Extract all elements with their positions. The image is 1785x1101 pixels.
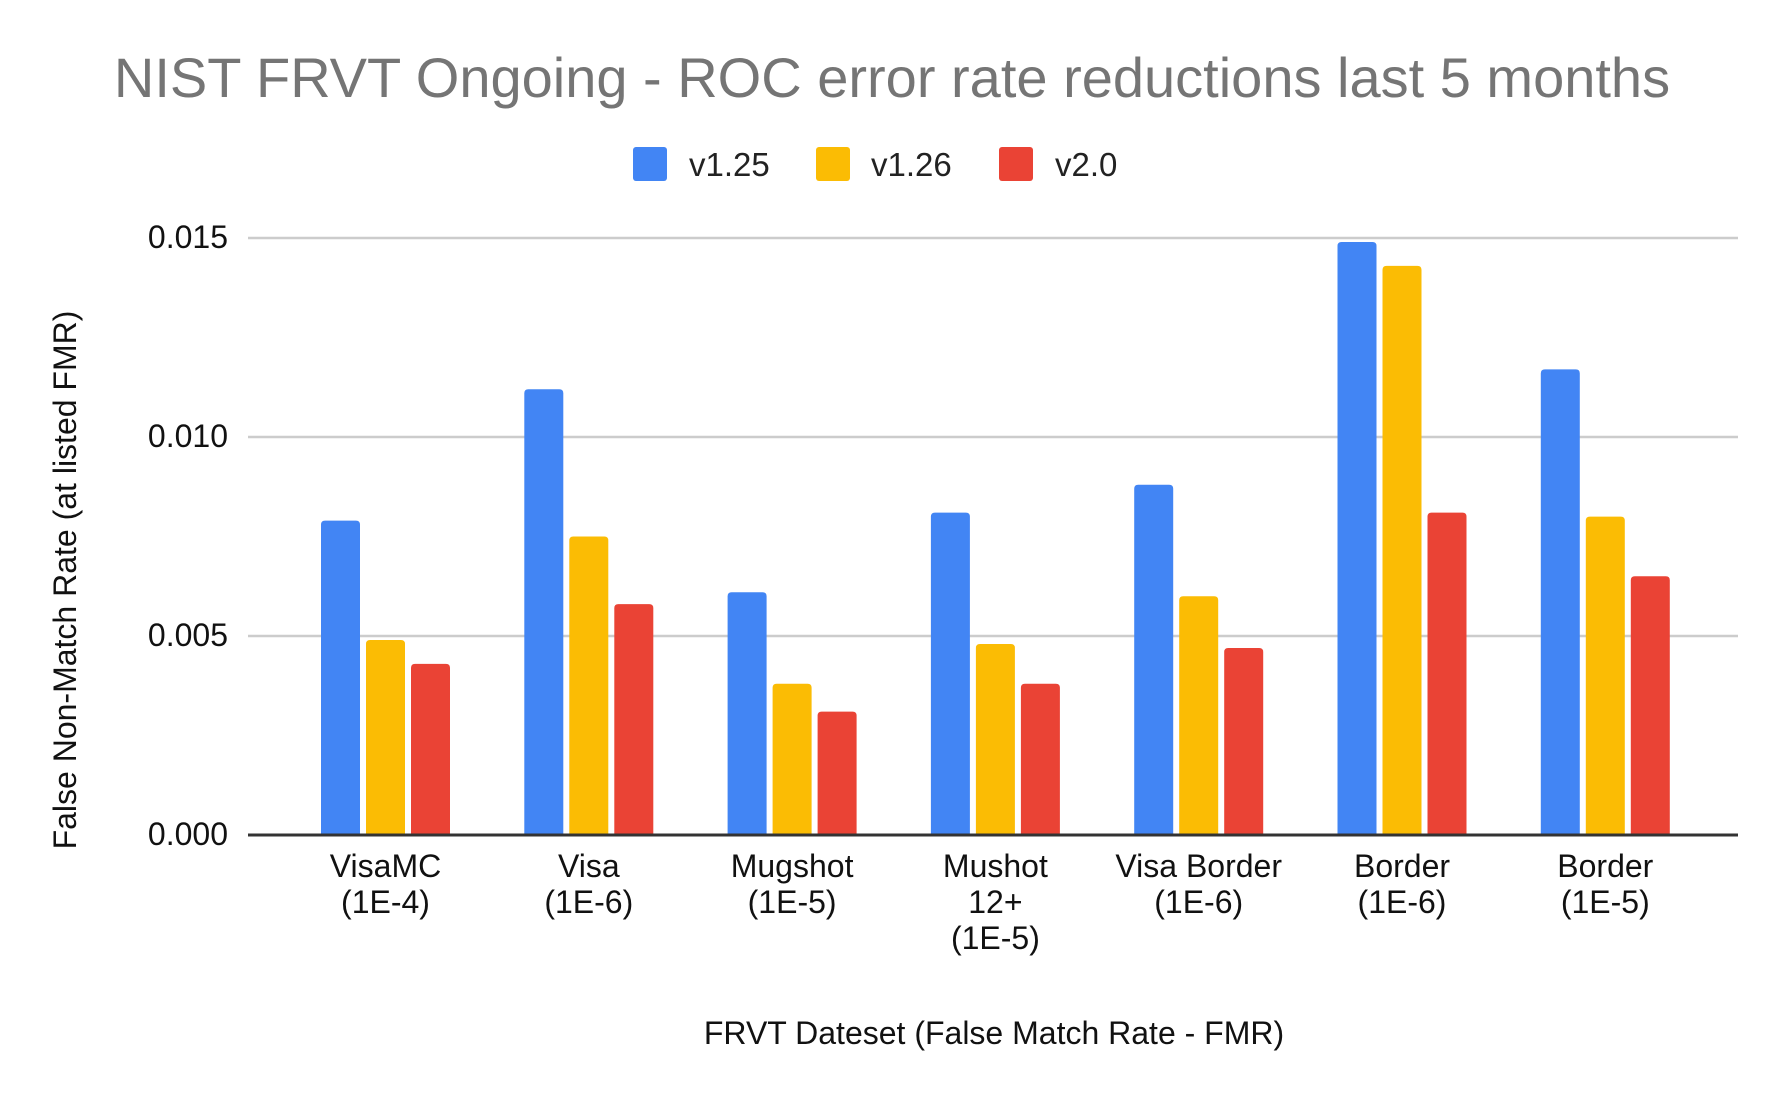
- bar-v2-0-6: [1630, 576, 1670, 835]
- bar-v1-25-6: [1540, 369, 1580, 835]
- y-axis-ticks: 0.000 0.005 0.010 0.015: [148, 219, 228, 852]
- x-category-label-line: VisaMC: [330, 848, 441, 884]
- bar-v1-25-4: [1134, 484, 1174, 835]
- chart-title: NIST FRVT Ongoing - ROC error rate reduc…: [114, 46, 1670, 109]
- bar-v1-26-0: [366, 639, 405, 835]
- bar-v2-0-0: [411, 663, 450, 835]
- y-axis-title: False Non-Match Rate (at listed FMR): [47, 311, 83, 850]
- x-category-label-line: (1E-4): [341, 884, 430, 920]
- bar-v1-26-5: [1382, 265, 1422, 835]
- bar-v1-26-3: [975, 643, 1015, 835]
- gridlines: [248, 236, 1738, 638]
- legend-label: v2.0: [1055, 146, 1117, 183]
- x-category-label-line: Mugshot: [731, 848, 854, 884]
- x-category-label-line: Visa Border: [1115, 848, 1282, 884]
- x-category-label-line: 12+: [968, 884, 1022, 920]
- x-axis-title: FRVT Dateset (False Match Rate - FMR): [704, 1015, 1284, 1051]
- bar-v2-0-2: [817, 711, 857, 835]
- x-category-label: Border (1E-5): [1557, 848, 1653, 920]
- x-category-label-line: (1E-6): [544, 884, 633, 920]
- x-category-label-line: (1E-5): [951, 920, 1040, 956]
- bar-v1-26-2: [772, 683, 812, 835]
- x-category-label-line: (1E-6): [1358, 884, 1447, 920]
- y-tick-label: 0.000: [148, 816, 228, 852]
- y-tick-label: 0.015: [148, 219, 228, 255]
- legend-swatch: [816, 147, 850, 181]
- x-category-label: Visa (1E-6): [544, 848, 633, 920]
- x-category-label: Border (1E-6): [1354, 848, 1450, 920]
- x-category-label-line: (1E-5): [1561, 884, 1650, 920]
- x-category-label: Mugshot (1E-5): [731, 848, 854, 920]
- x-category-label-line: (1E-5): [748, 884, 837, 920]
- bar-v1-26-6: [1585, 516, 1625, 835]
- legend-item-v1-25[interactable]: v1.25: [633, 146, 770, 183]
- bar-v1-25-1: [524, 389, 564, 835]
- x-category-label-line: Border: [1557, 848, 1653, 884]
- x-category-label: VisaMC (1E-4): [330, 848, 441, 920]
- legend-item-v2-0[interactable]: v2.0: [999, 146, 1117, 183]
- bars: [321, 241, 1670, 836]
- legend-item-v1-26[interactable]: v1.26: [816, 146, 952, 183]
- legend-label: v1.25: [689, 146, 770, 183]
- x-category-label: Mushot 12+ (1E-5): [943, 848, 1048, 956]
- bar-v1-25-5: [1337, 241, 1377, 836]
- legend: v1.25 v1.26 v2.0: [633, 146, 1117, 183]
- bar-v1-26-4: [1179, 596, 1219, 835]
- x-category-label-line: Mushot: [943, 848, 1048, 884]
- x-category-label: Visa Border (1E-6): [1115, 848, 1282, 920]
- bar-v1-25-3: [930, 512, 970, 835]
- bar-v2-0-1: [614, 604, 654, 835]
- y-tick-label: 0.010: [148, 418, 228, 454]
- bar-v2-0-4: [1224, 647, 1264, 835]
- y-tick-label: 0.005: [148, 617, 228, 653]
- x-axis-category-labels: VisaMC (1E-4)Visa (1E-6)Mugshot (1E-5)Musho…: [330, 848, 1654, 956]
- legend-swatch: [999, 147, 1033, 181]
- x-category-label-line: Border: [1354, 848, 1450, 884]
- bar-v1-25-0: [321, 520, 360, 835]
- legend-label: v1.26: [871, 146, 952, 183]
- x-category-label-line: (1E-6): [1154, 884, 1243, 920]
- bar-v2-0-3: [1020, 683, 1060, 835]
- bar-v2-0-5: [1427, 512, 1467, 835]
- legend-swatch: [633, 147, 667, 181]
- bar-v1-26-1: [569, 536, 609, 835]
- bar-v1-25-2: [727, 592, 767, 835]
- x-category-label-line: Visa: [558, 848, 620, 884]
